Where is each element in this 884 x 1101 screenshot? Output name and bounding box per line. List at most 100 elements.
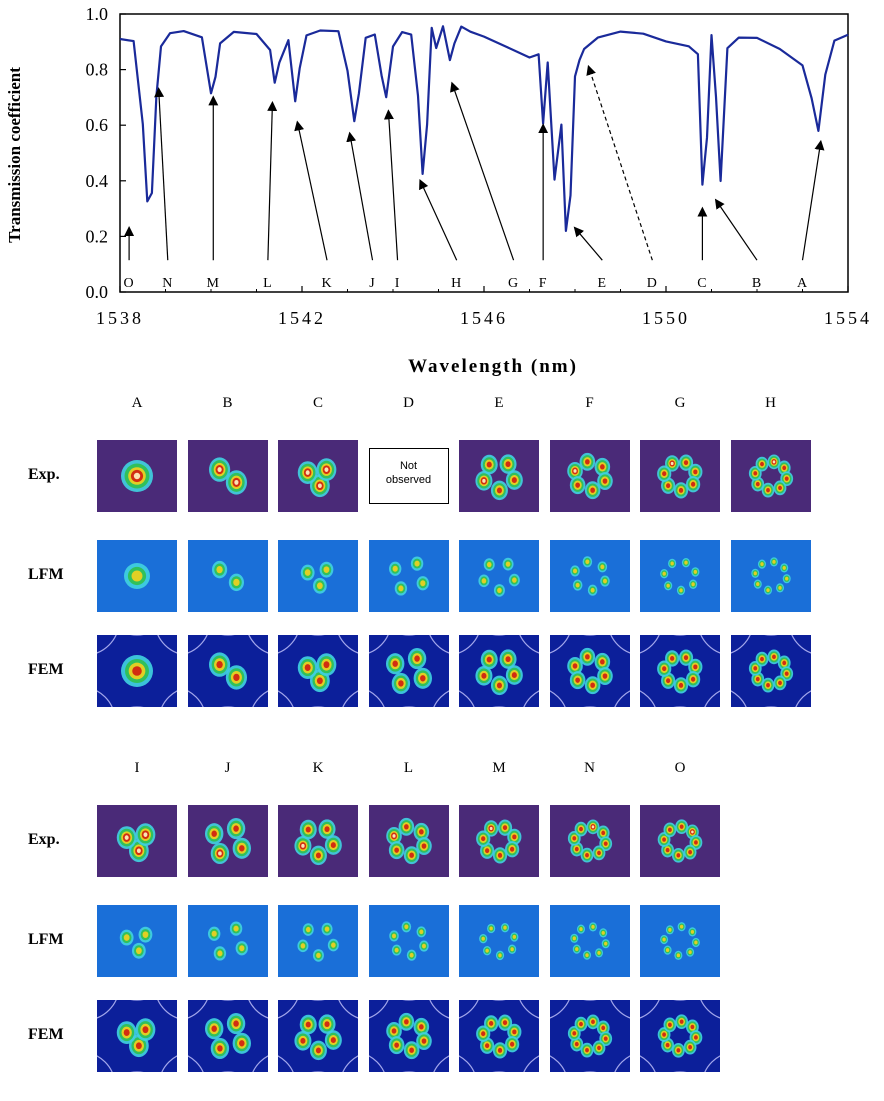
plot-frame [119,13,849,293]
row-label-2: FEM [28,1026,64,1043]
mode-pattern [204,817,251,865]
annotation-arrow-D [586,64,653,261]
mode-pattern [567,819,612,863]
mode-grid-top: A B C D E F G H Exp. Not observed LFM FEM [0,395,884,735]
annotation-label-A: A [797,276,808,291]
mode-pattern [569,922,610,960]
mode-pattern [97,635,177,707]
mode-pattern [119,926,153,959]
mode-pattern [660,557,700,596]
column-label-L: L [403,760,414,776]
y-tick-label: 0.4 [86,171,109,191]
column-label-O: O [674,760,686,776]
annotation-arrow-J [346,131,374,261]
mode-tile-lfm-J [187,905,268,977]
mode-pattern [97,1000,177,1072]
mode-tile-fem-C [278,635,358,707]
mode-pattern [657,454,703,499]
mode-pattern [640,635,720,707]
column-label-E: E [494,395,504,411]
annotation-arrow-A [801,139,825,261]
annotation-label-E: E [598,276,608,291]
mode-pattern [187,1000,268,1072]
mode-tile-lfm-L [368,905,449,977]
mode-tile-fem-L [368,1000,449,1072]
row-label-2: FEM [28,661,64,678]
x-tick-label: 1546 [460,308,508,328]
mode-tile-lfm-M [459,905,539,977]
y-tick-label: 1.0 [86,4,109,24]
mode-pattern [207,921,248,961]
mode-pattern [124,563,150,589]
mode-pattern [297,458,337,498]
column-label-N: N [584,760,595,776]
annotation-label-B: B [752,276,762,291]
mode-pattern [566,452,613,500]
mode-pattern [549,635,630,707]
x-tick-label: 1542 [278,308,326,328]
mode-tile-exp-E [459,440,539,512]
y-tick-label: 0.2 [86,226,109,246]
annotation-arrow-B [714,198,758,261]
annotation-arrow-H [419,178,458,261]
mode-pattern [657,819,703,863]
mode-tile-lfm-D [368,540,449,612]
mode-pattern [278,1000,358,1072]
mode-tile-exp-J [187,805,268,877]
annotation-arrow-L [267,100,278,261]
mode-tile-exp-O [640,805,720,877]
mode-tile-lfm-A [97,540,177,612]
mode-tile-lfm-E [459,540,539,612]
mode-tile-exp-N [549,805,630,877]
annotation-label-O: O [124,276,135,291]
row-label-1: LFM [28,566,64,583]
mode-pattern [476,819,522,864]
mode-pattern [116,823,156,863]
mode-tile-lfm-K [278,905,358,977]
y-tick-label: 0.6 [86,115,109,135]
mode-pattern [750,557,791,595]
column-label-F: F [585,395,594,411]
mode-pattern [748,454,793,498]
mode-tile-lfm-H [730,540,811,612]
mode-tile-exp-F [549,440,630,512]
mode-tile-fem-H [730,635,811,707]
mode-pattern [211,560,244,592]
chart-series [119,25,849,232]
mode-tile-fem-D [368,635,449,707]
column-label-I: I [134,760,140,776]
mode-pattern [479,922,519,961]
row-label-1: LFM [28,931,64,948]
mode-tile-fem-A [97,635,177,707]
chart-axes: 0.0 0.2 0.4 0.6 0.8 1.0 1538 1542 1546 1550 1554 [86,4,872,328]
mode-tile-fem-B [187,635,268,707]
mode-tile-exp-G [640,440,720,512]
column-label-K: K [312,760,324,776]
mode-tile-lfm-F [549,540,630,612]
column-label-C: C [312,395,323,411]
transmission-chart: 0.0 0.2 0.4 0.6 0.8 1.0 1538 1542 1546 1550 1554 O… [5,4,872,377]
mode-tile-exp-L [368,805,449,877]
mode-pattern [640,1000,720,1072]
mode-pattern [475,454,523,501]
mode-tile-fem-M [459,1000,539,1072]
annotation-arrow-I [383,109,399,261]
mode-tile-fem-N [549,1000,630,1072]
mode-tile-exp-A [97,440,177,512]
mode-pattern [459,1000,539,1072]
column-label-M: M [492,760,506,776]
y-tick-label: 0.0 [86,282,109,302]
mode-tile-exp-D: Not observed [368,448,449,504]
mode-pattern [278,635,358,707]
annotation-label-F: F [539,276,548,291]
mode-pattern [388,556,429,596]
mode-tile-lfm-N [549,905,630,977]
mode-pattern [388,921,429,961]
mode-pattern [294,819,342,866]
mode-grid-bottom: I J K L M N O Exp. LFM FEM [0,760,884,1101]
x-tick-label: 1554 [824,308,872,328]
mode-pattern [569,556,610,596]
x-tick-label: 1538 [96,308,144,328]
mode-tile-fem-K [278,1000,358,1072]
x-axis-label: Wavelength (nm) [408,356,578,377]
